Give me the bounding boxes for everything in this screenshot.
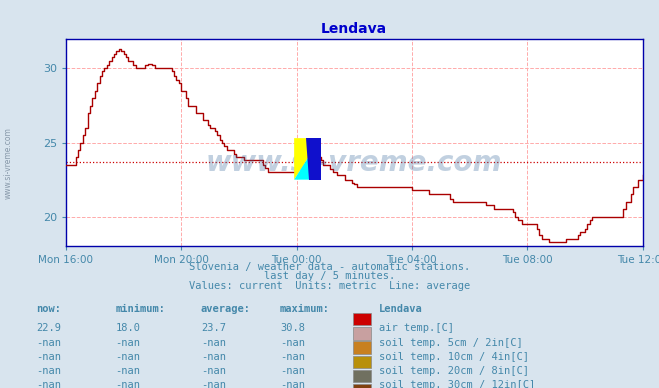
Text: Lendava: Lendava [379, 304, 422, 314]
Text: 22.9: 22.9 [36, 323, 61, 333]
Text: now:: now: [36, 304, 61, 314]
Text: soil temp. 30cm / 12in[C]: soil temp. 30cm / 12in[C] [379, 380, 535, 388]
Text: -nan: -nan [115, 338, 140, 348]
Text: -nan: -nan [280, 380, 305, 388]
Title: Lendava: Lendava [321, 22, 387, 36]
Polygon shape [294, 138, 320, 180]
Text: -nan: -nan [280, 338, 305, 348]
Text: 30.8: 30.8 [280, 323, 305, 333]
Text: -nan: -nan [36, 352, 61, 362]
Polygon shape [306, 138, 320, 180]
Text: www.si-vreme.com: www.si-vreme.com [206, 149, 502, 177]
Text: -nan: -nan [201, 380, 226, 388]
Text: soil temp. 20cm / 8in[C]: soil temp. 20cm / 8in[C] [379, 366, 529, 376]
Polygon shape [294, 138, 320, 180]
Text: -nan: -nan [115, 380, 140, 388]
Text: 18.0: 18.0 [115, 323, 140, 333]
Text: -nan: -nan [115, 366, 140, 376]
Text: soil temp. 10cm / 4in[C]: soil temp. 10cm / 4in[C] [379, 352, 529, 362]
Text: air temp.[C]: air temp.[C] [379, 323, 454, 333]
Text: last day / 5 minutes.: last day / 5 minutes. [264, 271, 395, 281]
Bar [353, 370, 371, 382]
Text: minimum:: minimum: [115, 304, 165, 314]
Text: -nan: -nan [280, 366, 305, 376]
Text: soil temp. 5cm / 2in[C]: soil temp. 5cm / 2in[C] [379, 338, 523, 348]
Text: -nan: -nan [36, 380, 61, 388]
Text: Values: current  Units: metric  Line: average: Values: current Units: metric Line: aver… [189, 281, 470, 291]
Bar [353, 327, 371, 340]
Text: average:: average: [201, 304, 251, 314]
Text: Slovenia / weather data - automatic stations.: Slovenia / weather data - automatic stat… [189, 262, 470, 272]
Text: -nan: -nan [201, 352, 226, 362]
Bar [353, 384, 371, 388]
Text: -nan: -nan [201, 366, 226, 376]
Text: maximum:: maximum: [280, 304, 330, 314]
Text: www.si-vreme.com: www.si-vreme.com [3, 127, 13, 199]
Text: -nan: -nan [201, 338, 226, 348]
Text: -nan: -nan [36, 366, 61, 376]
Bar [353, 313, 371, 325]
Text: -nan: -nan [36, 338, 61, 348]
Text: -nan: -nan [115, 352, 140, 362]
Bar [353, 356, 371, 368]
Text: -nan: -nan [280, 352, 305, 362]
Text: 23.7: 23.7 [201, 323, 226, 333]
Bar [353, 341, 371, 354]
